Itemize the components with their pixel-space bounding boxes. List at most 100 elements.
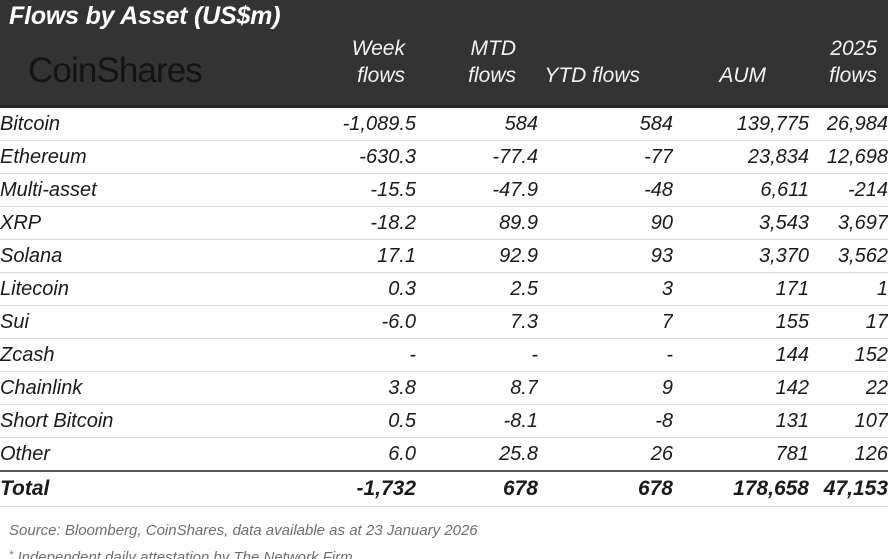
cell-week: 17.1 xyxy=(236,239,416,273)
cell-ytd: 9 xyxy=(538,371,673,405)
column-header-mtd-flows: MTD flows xyxy=(468,37,516,87)
page-title: Flows by Asset (US$m) xyxy=(9,2,281,30)
cell-mtd: 7.3 xyxy=(416,305,538,339)
asset-name: Zcash xyxy=(0,338,236,372)
cell-aum: 131 xyxy=(673,404,809,438)
cell-aum: 144 xyxy=(673,338,809,372)
flows-table-body: Bitcoin -1,089.5 584 584 139,775 26,984 Ethere… xyxy=(0,108,888,507)
cell-week: 3.8 xyxy=(236,371,416,405)
footnotes: Source: Bloomberg, CoinShares, data avai… xyxy=(0,507,888,559)
cell-ytd: 3 xyxy=(538,272,673,306)
cell-y2025: 152 xyxy=(809,338,888,372)
asset-name: Chainlink xyxy=(0,371,236,405)
cell-aum: 139,775 xyxy=(673,108,809,141)
table-row: Ethereum -630.3 -77.4 -77 23,834 12,698 xyxy=(0,140,888,174)
total-row: Total -1,732 678 678 178,658 47,153 xyxy=(0,470,888,507)
cell-week: - xyxy=(236,338,416,372)
asset-name: Bitcoin xyxy=(0,108,236,141)
cell-y2025: 1 xyxy=(809,272,888,306)
table-row: XRP -18.2 89.9 90 3,543 3,697 xyxy=(0,206,888,240)
asset-name: Multi-asset xyxy=(0,173,236,207)
attestation-marker: * xyxy=(9,549,14,559)
asset-name: Ethereum xyxy=(0,140,236,174)
cell-y2025: 12,698 xyxy=(809,140,888,174)
cell-aum: 3,370 xyxy=(673,239,809,273)
cell-y2025: 3,562 xyxy=(809,239,888,273)
cell-week: -15.5 xyxy=(236,173,416,207)
table-row: Litecoin 0.3 2.5 3 171 1 xyxy=(0,272,888,306)
cell-week: -630.3 xyxy=(236,140,416,174)
coinshares-logo: CoinShares xyxy=(28,51,203,90)
cell-ytd: 90 xyxy=(538,206,673,240)
cell-y2025: 47,153 xyxy=(809,470,888,507)
cell-y2025: 17 xyxy=(809,305,888,339)
column-header-week-flows: Week flows xyxy=(351,37,405,87)
cell-week: 0.5 xyxy=(236,404,416,438)
cell-week: -6.0 xyxy=(236,305,416,339)
cell-mtd: - xyxy=(416,338,538,372)
cell-aum: 781 xyxy=(673,437,809,472)
cell-aum: 23,834 xyxy=(673,140,809,174)
table-row: Multi-asset -15.5 -47.9 -48 6,611 -214 xyxy=(0,173,888,207)
table-row: Sui -6.0 7.3 7 155 17 xyxy=(0,305,888,339)
cell-mtd: -47.9 xyxy=(416,173,538,207)
cell-y2025: 3,697 xyxy=(809,206,888,240)
column-header-2025-flows: 2025 flows xyxy=(829,37,877,87)
cell-y2025: 107 xyxy=(809,404,888,438)
table-row: Other 6.0 25.8 26 781 126 xyxy=(0,437,888,472)
flows-table: Bitcoin -1,089.5 584 584 139,775 26,984 Ethere… xyxy=(0,108,888,507)
column-header-ytd-flows: YTD flows xyxy=(544,64,640,87)
cell-ytd: -8 xyxy=(538,404,673,438)
cell-ytd: 26 xyxy=(538,437,673,472)
cell-y2025: 126 xyxy=(809,437,888,472)
cell-ytd: 93 xyxy=(538,239,673,273)
cell-aum: 6,611 xyxy=(673,173,809,207)
asset-name: Short Bitcoin xyxy=(0,404,236,438)
cell-mtd: -77.4 xyxy=(416,140,538,174)
attestation-text: Independent daily attestation by The Net… xyxy=(17,549,353,559)
attestation-note: * Independent daily attestation by The N… xyxy=(9,543,888,559)
source-note: Source: Bloomberg, CoinShares, data avai… xyxy=(9,522,478,539)
cell-aum: 3,543 xyxy=(673,206,809,240)
table-row: Bitcoin -1,089.5 584 584 139,775 26,984 xyxy=(0,108,888,141)
cell-mtd: 2.5 xyxy=(416,272,538,306)
total-label: Total xyxy=(0,470,236,507)
cell-aum: 171 xyxy=(673,272,809,306)
table-row: Solana 17.1 92.9 93 3,370 3,562 xyxy=(0,239,888,273)
cell-mtd: 678 xyxy=(416,470,538,507)
asset-name: XRP xyxy=(0,206,236,240)
cell-ytd: - xyxy=(538,338,673,372)
cell-y2025: -214 xyxy=(809,173,888,207)
cell-ytd: 7 xyxy=(538,305,673,339)
cell-ytd: 678 xyxy=(538,470,673,507)
cell-ytd: -77 xyxy=(538,140,673,174)
cell-mtd: 584 xyxy=(416,108,538,141)
cell-mtd: -8.1 xyxy=(416,404,538,438)
asset-name: Solana xyxy=(0,239,236,273)
cell-y2025: 22 xyxy=(809,371,888,405)
cell-week: 0.3 xyxy=(236,272,416,306)
cell-week: -18.2 xyxy=(236,206,416,240)
cell-aum: 155 xyxy=(673,305,809,339)
column-header-aum: AUM xyxy=(719,64,766,87)
table-row: Short Bitcoin 0.5 -8.1 -8 131 107 xyxy=(0,404,888,438)
table-row: Zcash - - -144 152 xyxy=(0,338,888,372)
cell-y2025: 26,984 xyxy=(809,108,888,141)
cell-week: -1,732 xyxy=(236,470,416,507)
cell-week: 6.0 xyxy=(236,437,416,472)
cell-ytd: -48 xyxy=(538,173,673,207)
cell-ytd: 584 xyxy=(538,108,673,141)
asset-name: Other xyxy=(0,437,236,472)
cell-aum: 178,658 xyxy=(673,470,809,507)
cell-mtd: 92.9 xyxy=(416,239,538,273)
table-header-band: Flows by Asset (US$m) CoinShares Week fl… xyxy=(0,0,888,108)
cell-mtd: 25.8 xyxy=(416,437,538,472)
asset-name: Litecoin xyxy=(0,272,236,306)
table-row: Chainlink 3.8 8.7 9 142 22 xyxy=(0,371,888,405)
cell-week: -1,089.5 xyxy=(236,108,416,141)
cell-mtd: 89.9 xyxy=(416,206,538,240)
cell-mtd: 8.7 xyxy=(416,371,538,405)
cell-aum: 142 xyxy=(673,371,809,405)
asset-name: Sui xyxy=(0,305,236,339)
